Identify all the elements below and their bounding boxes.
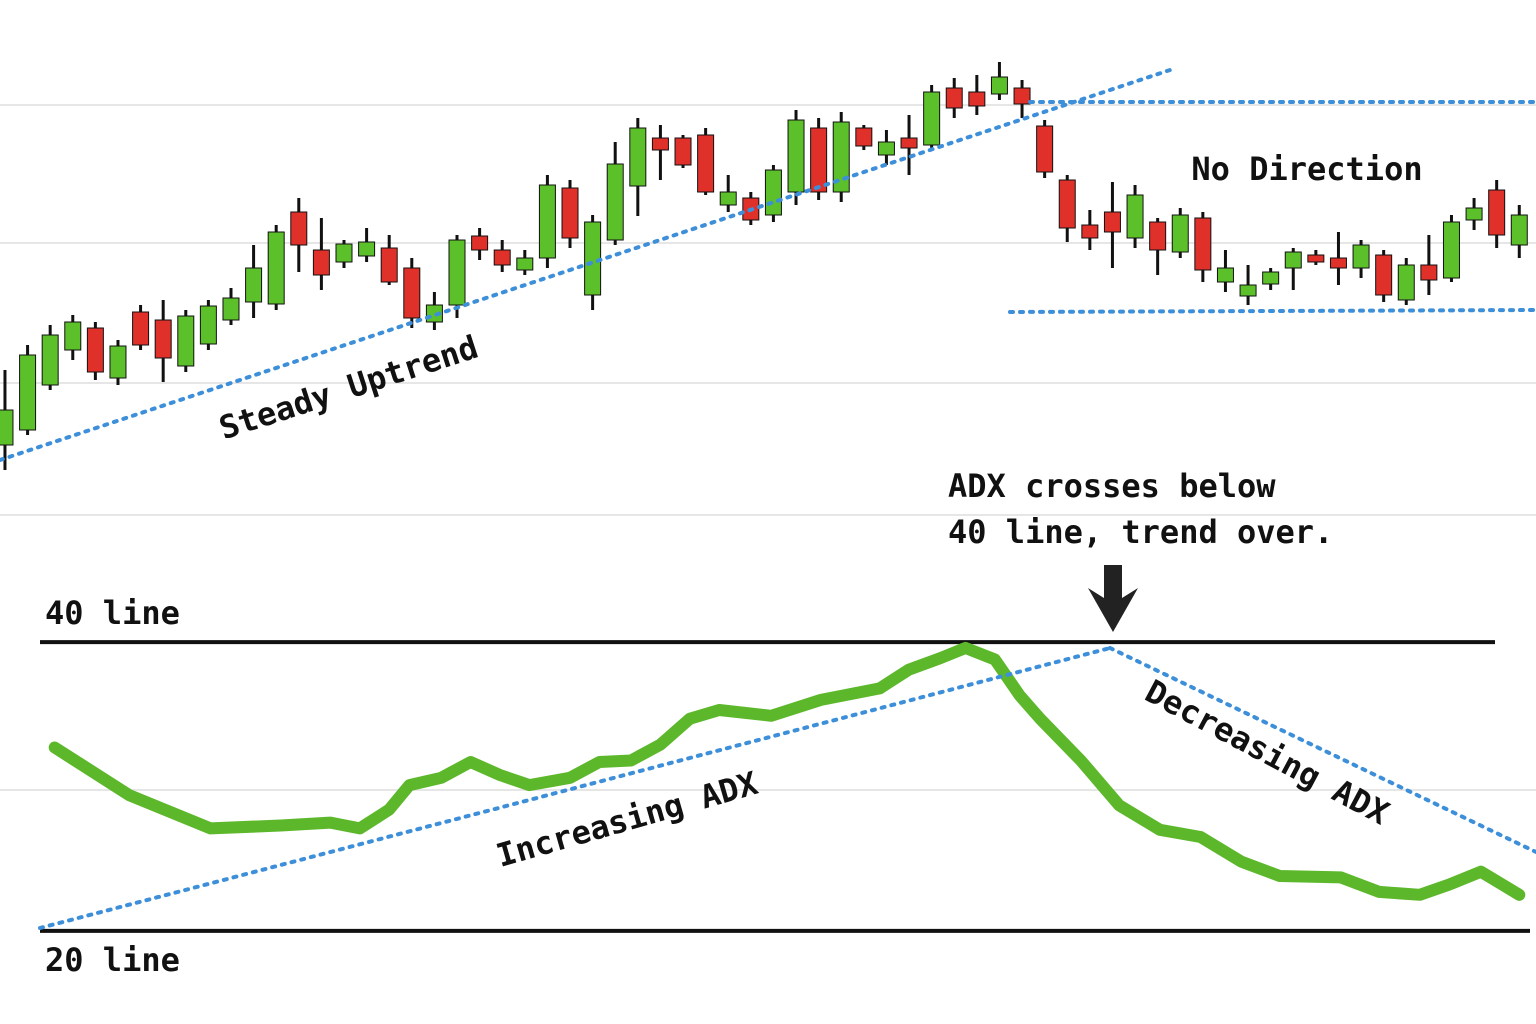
candle-body (1284, 251, 1302, 269)
candle-body (380, 247, 398, 283)
candle-body (1171, 214, 1189, 253)
candle-body (19, 354, 37, 431)
candle-body (64, 321, 82, 351)
candle-body (1239, 284, 1257, 297)
candle-body (900, 137, 918, 149)
candle-body (267, 231, 285, 305)
candle-body (1375, 254, 1393, 296)
candle-body (132, 311, 150, 346)
annotation: 40 line, trend over. (948, 513, 1333, 551)
candle-body (990, 76, 1008, 95)
candle-body (1103, 211, 1121, 233)
candle-body (1216, 267, 1234, 283)
annotation: Steady Uptrend (214, 328, 482, 447)
candle-body (1307, 254, 1325, 263)
candle-body (855, 127, 873, 147)
candle-body (1036, 125, 1054, 173)
candle-body (719, 191, 737, 206)
candle-body (1510, 214, 1528, 246)
candle-body (810, 127, 828, 193)
candle-body (109, 345, 127, 379)
candle-body (968, 91, 986, 107)
candle-body (222, 297, 240, 321)
candle-body (1420, 264, 1438, 281)
candle-body (629, 127, 647, 187)
reference-label: 40 line (45, 594, 180, 632)
candle-body (199, 305, 217, 345)
candle-body (1442, 221, 1460, 279)
candle-body (538, 184, 556, 259)
candle-body (448, 239, 466, 306)
candle-body (245, 267, 263, 303)
adx-line (48, 641, 1526, 901)
background-grid (0, 104, 1536, 791)
trend-line (1108, 646, 1536, 854)
candle-body (787, 119, 805, 193)
candle-body (335, 243, 353, 263)
candle-body (923, 91, 941, 146)
adx-plot: 40 line 20 line (40, 594, 1530, 979)
candle-body (1149, 221, 1167, 251)
candle-body (516, 257, 534, 271)
candle-body (86, 327, 104, 373)
candle-body (877, 141, 895, 156)
candle-body (697, 134, 715, 193)
candle-body (312, 249, 330, 276)
candle-body (493, 249, 511, 266)
candle-body (1352, 244, 1370, 269)
candle-body (358, 241, 376, 257)
trend-line (38, 646, 1112, 930)
range-line (1008, 308, 1536, 314)
candle-body (1397, 264, 1415, 301)
candle-body (1262, 271, 1280, 285)
arrow (1088, 565, 1138, 632)
candle-body (41, 334, 59, 386)
candle-body (674, 137, 692, 166)
candle-body (606, 163, 624, 241)
candle-body (945, 87, 963, 109)
candle-body (154, 319, 172, 359)
annotation: No Direction (1191, 150, 1422, 188)
candle-body (1013, 87, 1031, 105)
candle-body (1081, 224, 1099, 239)
candle-body (0, 409, 14, 446)
candle-body (471, 235, 489, 251)
candle-body (1194, 217, 1212, 271)
candle-body (1488, 189, 1506, 236)
candle-body (1058, 179, 1076, 229)
candle-body (651, 137, 669, 151)
candle-body (1329, 257, 1347, 269)
candle-body (290, 211, 308, 246)
candle-body (403, 267, 421, 319)
candle-body (177, 315, 195, 367)
reference-label: 20 line (45, 941, 180, 979)
annotation: Decreasing ADX (1139, 672, 1395, 832)
candle-body (1126, 194, 1144, 239)
candle-body (561, 187, 579, 239)
annotation: ADX crosses below (948, 467, 1276, 505)
candle-body (832, 121, 850, 193)
candle-body (764, 169, 782, 216)
candle-body (1465, 207, 1483, 221)
